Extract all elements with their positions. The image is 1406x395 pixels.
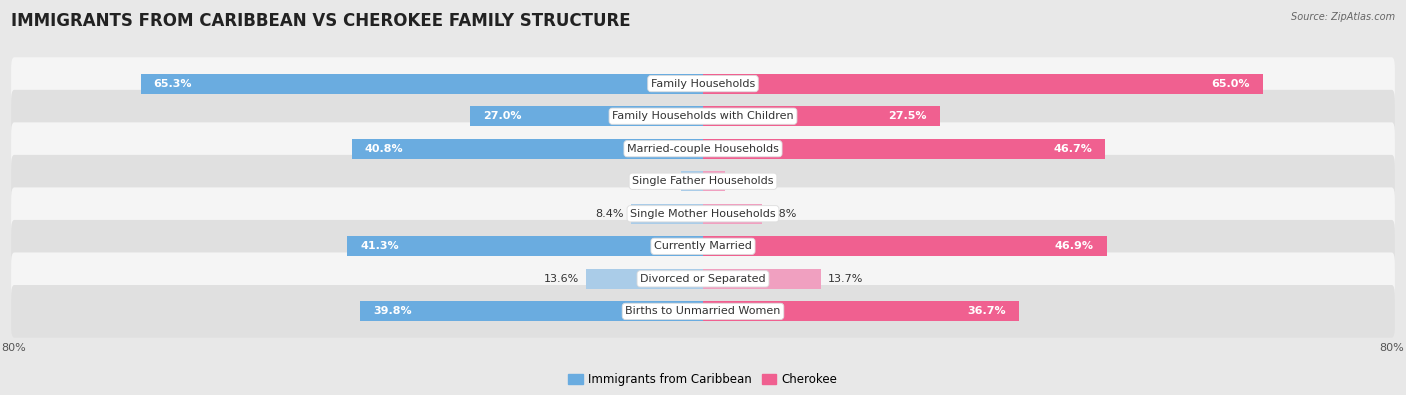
Bar (631, 204, 703, 224)
Text: Married-couple Households: Married-couple Households (627, 144, 779, 154)
Text: 2.5%: 2.5% (647, 176, 675, 186)
Text: 40.8%: 40.8% (364, 144, 404, 154)
FancyBboxPatch shape (11, 285, 1395, 338)
Text: 13.7%: 13.7% (828, 274, 863, 284)
Bar (703, 139, 1105, 159)
Text: 36.7%: 36.7% (967, 307, 1007, 316)
Text: Single Father Households: Single Father Households (633, 176, 773, 186)
FancyBboxPatch shape (11, 220, 1395, 273)
Bar (703, 171, 725, 191)
Text: Source: ZipAtlas.com: Source: ZipAtlas.com (1291, 12, 1395, 22)
Legend: Immigrants from Caribbean, Cherokee: Immigrants from Caribbean, Cherokee (564, 368, 842, 391)
Bar (703, 73, 1263, 94)
FancyBboxPatch shape (11, 90, 1395, 143)
Text: 65.0%: 65.0% (1212, 79, 1250, 88)
Bar (682, 171, 703, 191)
Bar (352, 139, 703, 159)
FancyBboxPatch shape (11, 155, 1395, 208)
Bar (703, 204, 762, 224)
Text: Single Mother Households: Single Mother Households (630, 209, 776, 219)
Text: Currently Married: Currently Married (654, 241, 752, 251)
Text: Family Households: Family Households (651, 79, 755, 88)
FancyBboxPatch shape (11, 187, 1395, 240)
Text: 13.6%: 13.6% (544, 274, 579, 284)
Text: 2.6%: 2.6% (733, 176, 761, 186)
Text: Births to Unmarried Women: Births to Unmarried Women (626, 307, 780, 316)
Text: Divorced or Separated: Divorced or Separated (640, 274, 766, 284)
Text: 65.3%: 65.3% (153, 79, 193, 88)
Bar (141, 73, 703, 94)
Text: 39.8%: 39.8% (373, 307, 412, 316)
Text: 27.5%: 27.5% (889, 111, 927, 121)
Text: 46.7%: 46.7% (1053, 144, 1092, 154)
Bar (703, 106, 939, 126)
Bar (471, 106, 703, 126)
Text: 6.8%: 6.8% (769, 209, 797, 219)
FancyBboxPatch shape (11, 57, 1395, 110)
FancyBboxPatch shape (11, 122, 1395, 175)
FancyBboxPatch shape (11, 252, 1395, 305)
Bar (586, 269, 703, 289)
Text: Family Households with Children: Family Households with Children (612, 111, 794, 121)
Bar (360, 301, 703, 322)
Text: IMMIGRANTS FROM CARIBBEAN VS CHEROKEE FAMILY STRUCTURE: IMMIGRANTS FROM CARIBBEAN VS CHEROKEE FA… (11, 12, 631, 30)
Text: 46.9%: 46.9% (1054, 241, 1094, 251)
Bar (703, 269, 821, 289)
Bar (703, 236, 1107, 256)
Text: 41.3%: 41.3% (360, 241, 399, 251)
Bar (347, 236, 703, 256)
Text: 8.4%: 8.4% (595, 209, 624, 219)
Bar (703, 301, 1019, 322)
Text: 27.0%: 27.0% (484, 111, 522, 121)
